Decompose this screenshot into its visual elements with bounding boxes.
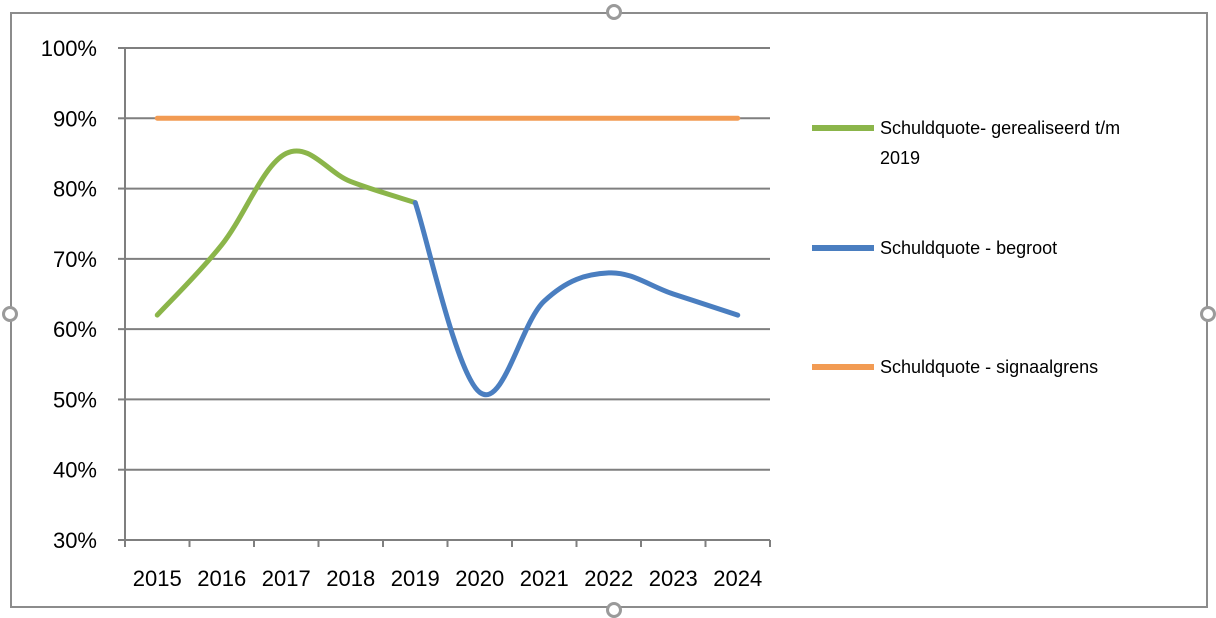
legend-item-signaalgrens: Schuldquote - signaalgrens (812, 357, 1098, 377)
x-axis-tick-labels: 2015 2016 2017 2018 2019 2020 2021 2022 2023 2024 (133, 566, 762, 591)
y-tick-label: 90% (53, 106, 97, 131)
y-tick-label: 80% (53, 177, 97, 202)
y-tick-label: 60% (53, 317, 97, 342)
y-tick-label: 30% (53, 528, 97, 553)
axes (118, 47, 771, 547)
chart-frame (10, 12, 1208, 608)
x-tick-label: 2017 (262, 566, 311, 591)
legend-label: 2019 (880, 148, 920, 168)
legend-label: Schuldquote- gerealiseerd t/m (880, 118, 1120, 138)
x-tick-label: 2016 (197, 566, 246, 591)
series-lines (154, 115, 741, 398)
x-tick-label: 2021 (520, 566, 569, 591)
x-tick-label: 2020 (455, 566, 504, 591)
y-tick-label: 100% (41, 36, 97, 61)
x-tick-label: 2022 (584, 566, 633, 591)
series-line-begroot (412, 200, 741, 398)
resize-handle-top[interactable] (606, 4, 622, 20)
legend-item-begroot: Schuldquote - begroot (812, 238, 1057, 258)
y-tick-label: 70% (53, 247, 97, 272)
y-tick-label: 40% (53, 458, 97, 483)
legend-label: Schuldquote - begroot (880, 238, 1057, 258)
legend: Schuldquote- gerealiseerd t/m2019Schuldq… (812, 118, 1120, 377)
x-tick-label: 2019 (391, 566, 440, 591)
y-axis-tick-labels: 30% 40% 50% 60% 70% 80% 90% 100% (41, 36, 97, 553)
x-tick-label: 2018 (326, 566, 375, 591)
x-tick-label: 2015 (133, 566, 182, 591)
resize-handle-right[interactable] (1200, 306, 1216, 322)
legend-item-gerealiseerd: Schuldquote- gerealiseerd t/m 2019 (812, 118, 1120, 168)
series-line-gerealiseerd (154, 148, 418, 318)
resize-handle-left[interactable] (2, 306, 18, 322)
y-tick-label: 50% (53, 387, 97, 412)
x-tick-label: 2024 (713, 566, 762, 591)
legend-label: Schuldquote - signaalgrens (880, 357, 1098, 377)
x-tick-label: 2023 (649, 566, 698, 591)
